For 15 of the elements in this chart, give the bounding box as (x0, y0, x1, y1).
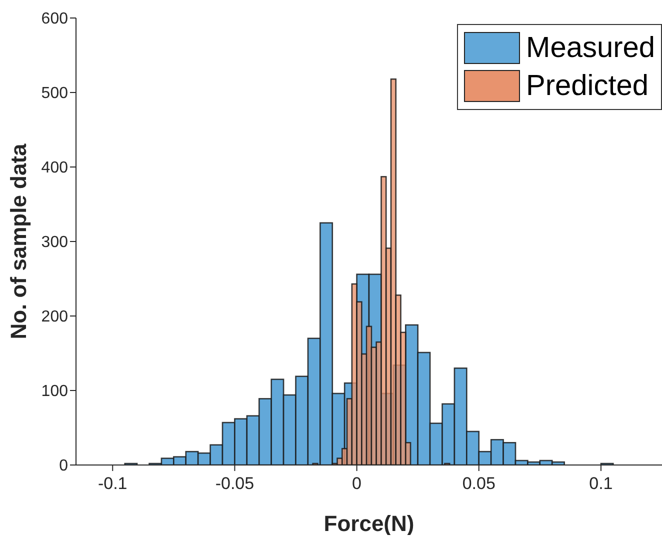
y-tick-label: 500 (41, 85, 68, 102)
legend-label: Predicted (526, 70, 649, 102)
y-tick-label: 600 (41, 10, 68, 28)
y-tick-label: 100 (41, 383, 68, 400)
x-tick-label: 0.05 (462, 474, 496, 494)
y-axis-title: No. of sample data (6, 142, 31, 340)
x-tick-label: -0.1 (98, 474, 128, 494)
y-tick-label: 200 (41, 308, 68, 326)
legend-label: Measured (526, 32, 655, 64)
y-tick-label: 0 (59, 458, 68, 475)
y-tick-label: 300 (41, 234, 68, 252)
x-tick-label: -0.05 (215, 474, 254, 494)
y-tick-label: 400 (41, 160, 68, 177)
x-tick-label: 0.1 (589, 474, 613, 494)
x-tick-label: 0 (352, 474, 362, 494)
